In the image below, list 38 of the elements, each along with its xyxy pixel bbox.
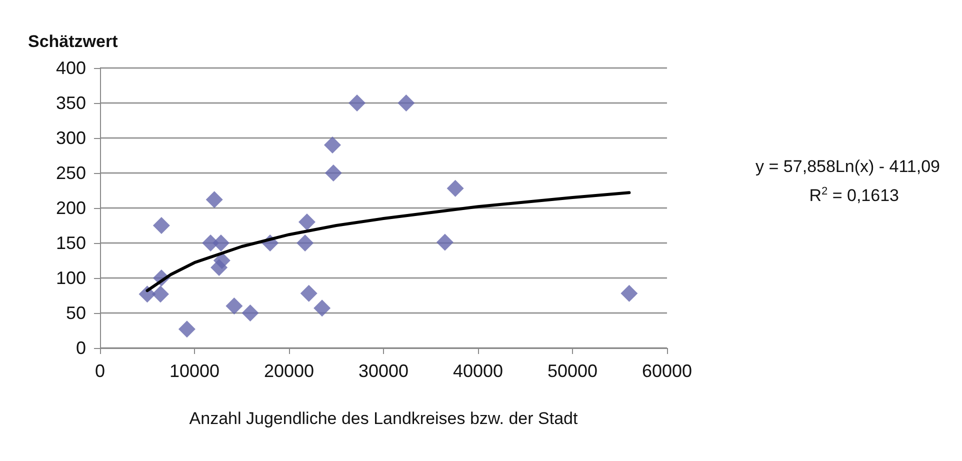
point bbox=[314, 300, 331, 317]
point bbox=[446, 180, 464, 197]
y-tick-label: 300 bbox=[56, 128, 86, 148]
x-tick-label: 30000 bbox=[358, 361, 409, 381]
y-tick-label: 0 bbox=[76, 338, 86, 358]
y-tick-label: 150 bbox=[56, 233, 86, 253]
point bbox=[324, 164, 342, 182]
text: y = 57,858Ln(x) - 411,09 bbox=[756, 157, 940, 176]
x-tick-label: 50000 bbox=[547, 361, 598, 381]
point bbox=[210, 259, 228, 276]
point bbox=[620, 284, 638, 302]
point bbox=[242, 304, 259, 322]
point bbox=[324, 136, 341, 154]
x-tick-label: 60000 bbox=[642, 361, 692, 381]
x-axis-title: Anzahl Jugendliche des Landkreises bzw. der Stadt bbox=[189, 409, 578, 428]
y-tick-label: 200 bbox=[56, 198, 86, 218]
point bbox=[226, 298, 243, 314]
point bbox=[206, 191, 223, 208]
point bbox=[436, 234, 454, 251]
point bbox=[152, 286, 169, 303]
x-tick-label: 20000 bbox=[264, 361, 314, 381]
point bbox=[298, 214, 316, 230]
point bbox=[296, 234, 314, 252]
y-tick-label: 100 bbox=[56, 268, 86, 288]
point bbox=[178, 320, 196, 338]
point bbox=[398, 94, 415, 112]
y-tick-label: 400 bbox=[56, 58, 86, 78]
point bbox=[300, 284, 318, 302]
x-tick-label: 10000 bbox=[169, 361, 220, 381]
y-tick-label: 350 bbox=[56, 93, 86, 113]
y-tick-label: 250 bbox=[56, 163, 86, 183]
x-tick-label: 40000 bbox=[452, 361, 504, 381]
point bbox=[152, 217, 170, 234]
y-tick-label: 50 bbox=[66, 303, 86, 323]
y-axis-title: Schätzwert bbox=[28, 32, 118, 51]
x-tick-label: 0 bbox=[94, 361, 106, 381]
point bbox=[348, 94, 366, 112]
point bbox=[212, 234, 230, 252]
